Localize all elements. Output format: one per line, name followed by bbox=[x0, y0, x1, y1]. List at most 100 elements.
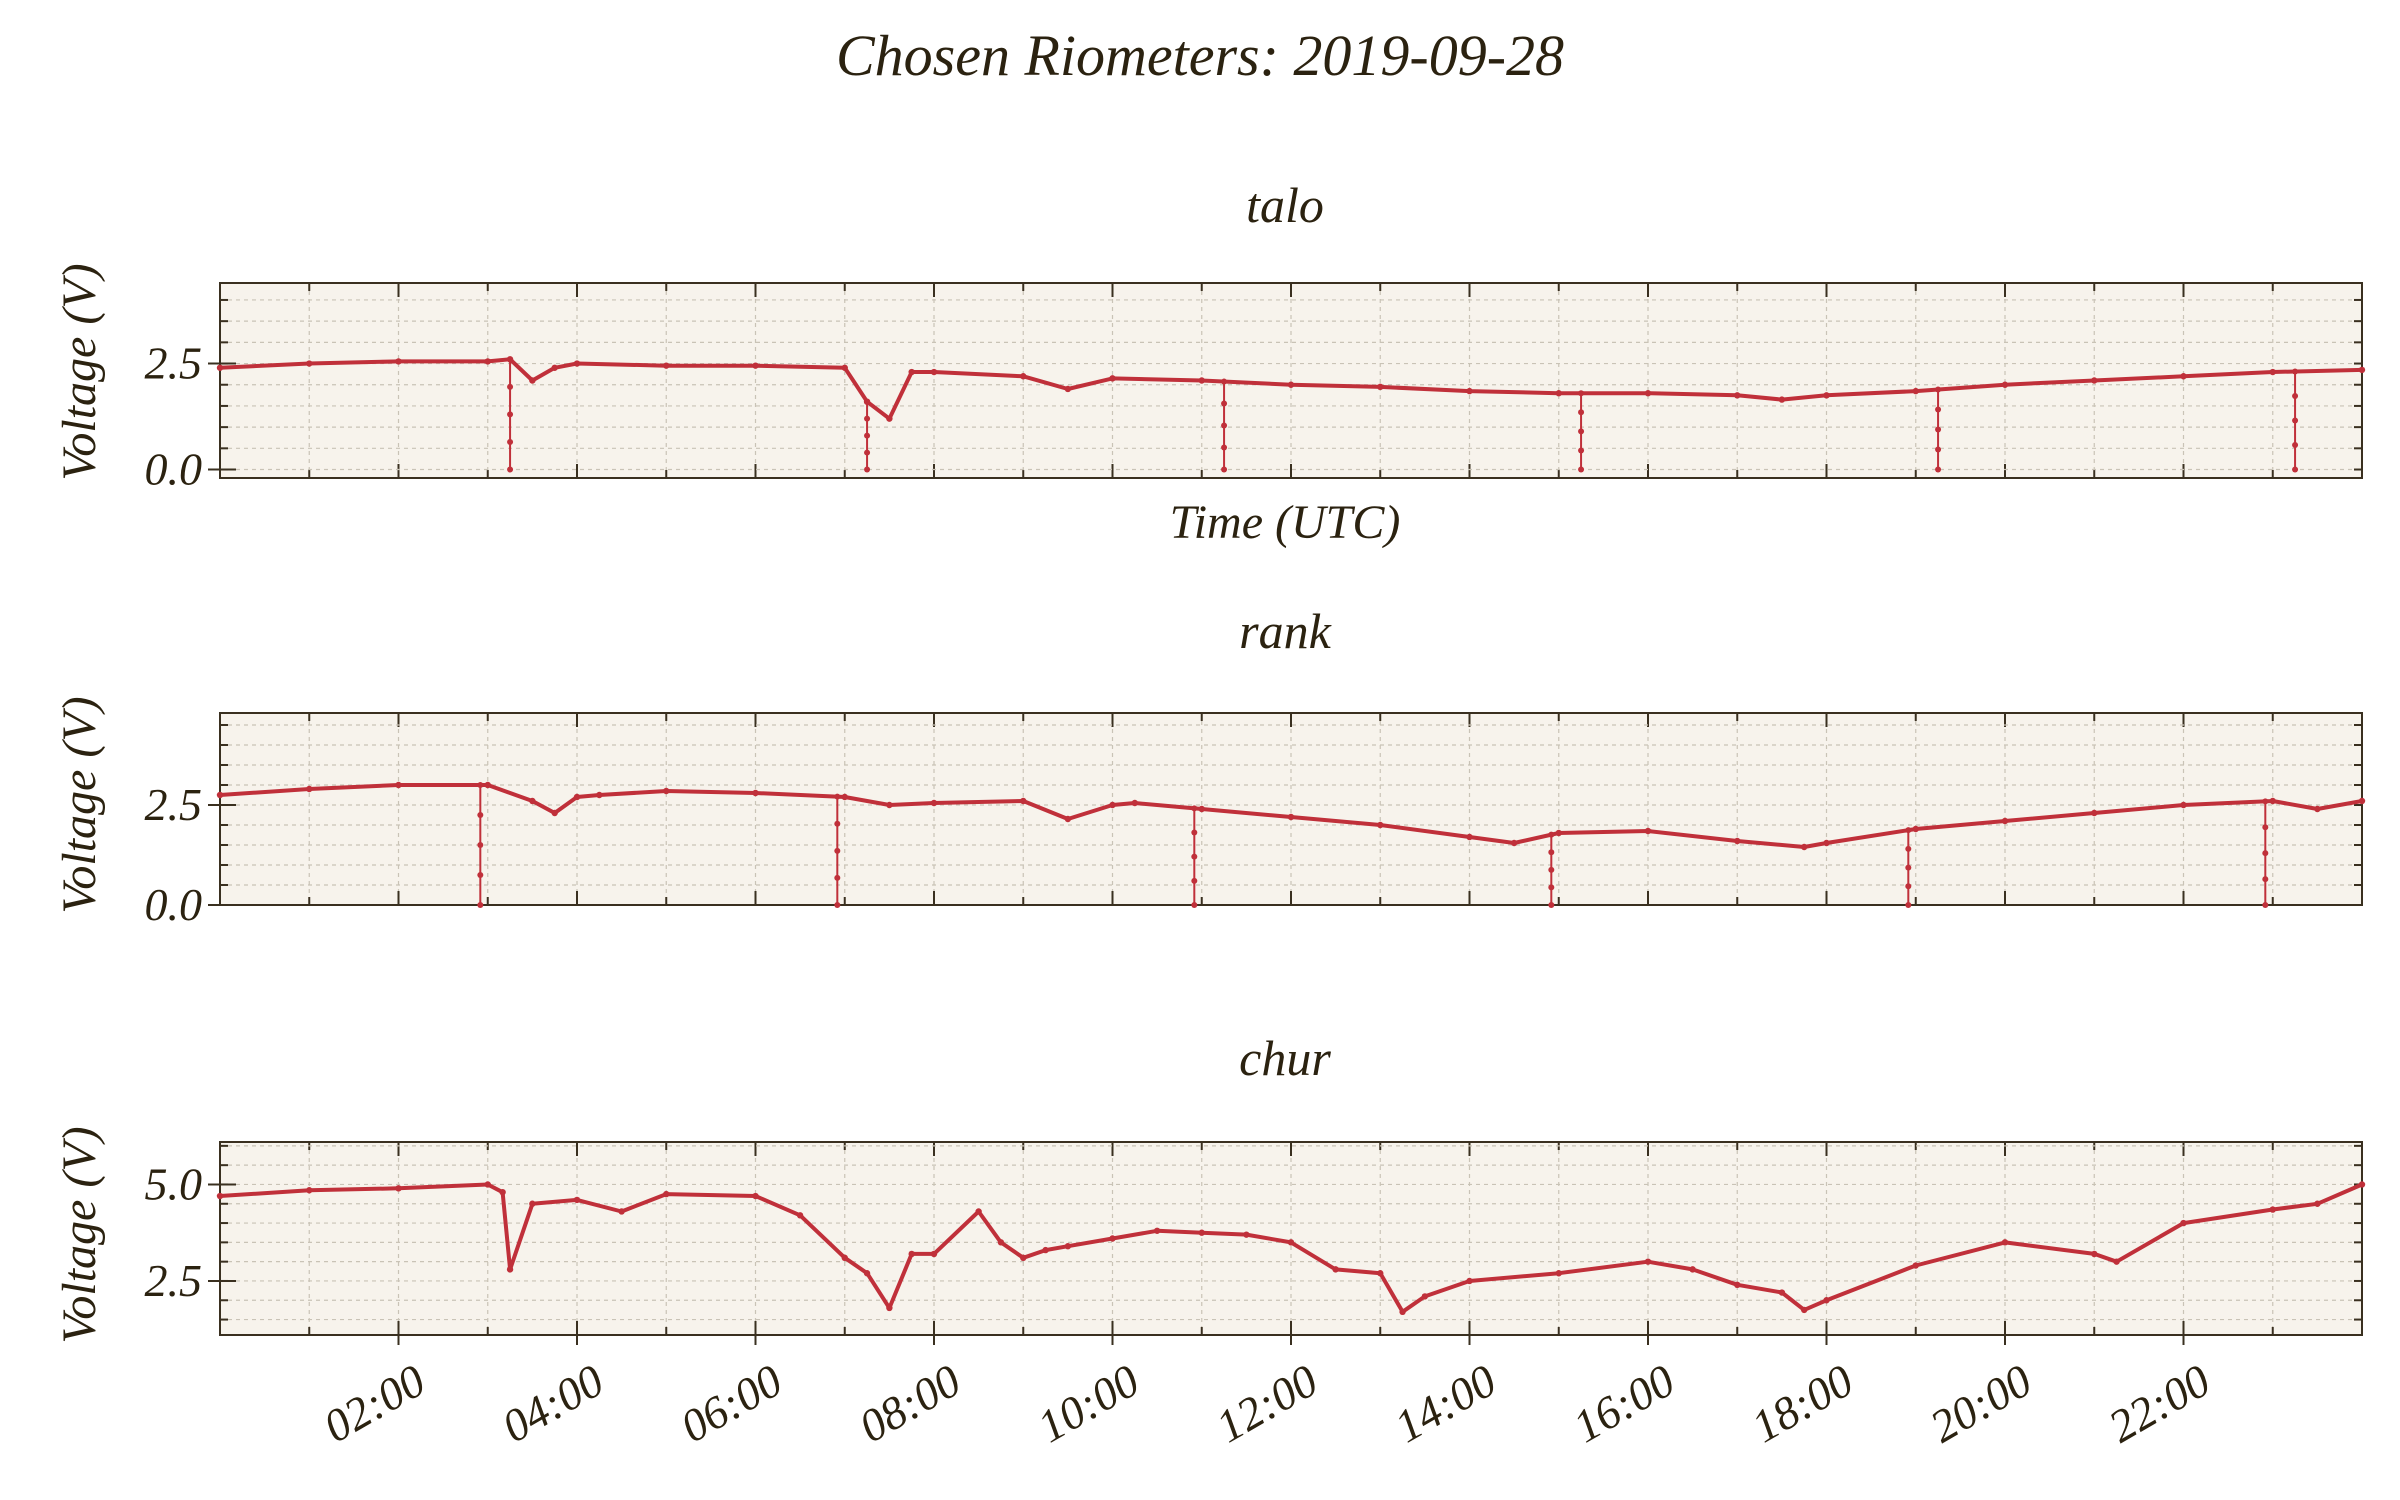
dropout-point bbox=[1935, 466, 1942, 473]
data-point bbox=[663, 787, 670, 795]
data-point bbox=[306, 785, 313, 793]
dropout-point bbox=[1935, 386, 1942, 393]
dropout-point bbox=[1905, 864, 1912, 871]
data-point bbox=[2269, 368, 2276, 376]
y-axis-label: Voltage (V) bbox=[53, 696, 106, 913]
data-point bbox=[1555, 829, 1562, 837]
data-point bbox=[2180, 373, 2187, 380]
dropout-point bbox=[477, 872, 484, 878]
data-point bbox=[2269, 1206, 2276, 1213]
data-point bbox=[1466, 387, 1473, 395]
data-point bbox=[499, 1188, 506, 1196]
data-point bbox=[1778, 1289, 1786, 1296]
data-point bbox=[2001, 817, 2009, 825]
data-point bbox=[1243, 1231, 1250, 1238]
data-point bbox=[2358, 797, 2366, 805]
data-point bbox=[529, 797, 536, 805]
dropout-point bbox=[1191, 829, 1198, 836]
data-point bbox=[1644, 390, 1652, 397]
data-point bbox=[1287, 381, 1295, 388]
data-point bbox=[395, 358, 402, 365]
dropout-point bbox=[477, 842, 484, 848]
data-point bbox=[863, 1270, 871, 1277]
dropout-point bbox=[864, 432, 871, 439]
dropout-point bbox=[2262, 876, 2269, 883]
data-point bbox=[1198, 805, 1205, 813]
data-point bbox=[975, 1208, 982, 1215]
data-point bbox=[1510, 839, 1518, 847]
data-point bbox=[752, 1192, 759, 1200]
rank-panel: rank Voltage (V) 0.0 2.5 bbox=[53, 603, 2366, 930]
data-point bbox=[1020, 373, 1027, 380]
data-point bbox=[1109, 801, 1116, 809]
data-point bbox=[1131, 799, 1139, 807]
data-point bbox=[216, 791, 224, 799]
data-point bbox=[2113, 1258, 2120, 1265]
data-point bbox=[529, 377, 536, 384]
data-point bbox=[1020, 797, 1027, 805]
x-tick-label: 18:00 bbox=[1743, 1354, 1861, 1452]
data-point bbox=[886, 415, 893, 422]
dropout-point bbox=[2292, 442, 2299, 449]
data-point bbox=[841, 793, 848, 801]
series-line bbox=[219, 783, 2363, 849]
dropout-point bbox=[1578, 447, 1585, 454]
dropout-point bbox=[1191, 877, 1198, 884]
data-point bbox=[1198, 1229, 1205, 1236]
dropout-point bbox=[1221, 422, 1228, 429]
data-point bbox=[2358, 366, 2366, 374]
data-point bbox=[663, 1190, 670, 1198]
data-point bbox=[529, 1200, 536, 1207]
y-tick-label: 2.5 bbox=[145, 338, 203, 389]
data-point bbox=[930, 368, 938, 376]
data-point bbox=[1778, 396, 1786, 403]
data-point bbox=[1421, 1293, 1429, 1300]
dropout-point bbox=[1578, 466, 1585, 473]
dropout-point bbox=[1935, 446, 1942, 453]
data-point bbox=[886, 1304, 893, 1312]
dropout-point bbox=[2262, 824, 2269, 831]
data-point bbox=[1734, 1281, 1741, 1289]
data-point bbox=[1153, 1227, 1161, 1234]
x-tick-label: 08:00 bbox=[851, 1354, 969, 1452]
dropout-point bbox=[864, 466, 871, 473]
y-axis-label: Voltage (V) bbox=[53, 263, 106, 480]
dropout-point bbox=[1221, 378, 1228, 385]
data-point bbox=[2314, 805, 2321, 813]
dropout-point bbox=[1905, 902, 1912, 908]
x-tick-label: 06:00 bbox=[672, 1354, 790, 1452]
x-tick-label: 14:00 bbox=[1386, 1354, 1504, 1452]
dropout-point bbox=[1935, 406, 1942, 413]
dropout-point bbox=[1548, 831, 1555, 838]
dropout-point bbox=[1548, 884, 1555, 891]
dropout-point bbox=[834, 847, 841, 854]
data-point bbox=[1109, 375, 1116, 382]
dropout-point bbox=[2262, 850, 2269, 857]
data-point bbox=[1377, 821, 1384, 829]
data-point bbox=[930, 1250, 938, 1258]
data-point bbox=[216, 364, 224, 371]
dropout-point bbox=[1221, 400, 1228, 407]
dropout-point bbox=[507, 466, 514, 473]
figure-title: Chosen Riometers: 2019-09-28 bbox=[836, 23, 1564, 88]
data-point bbox=[841, 364, 848, 371]
data-point bbox=[997, 1239, 1005, 1246]
dropout-point bbox=[477, 902, 484, 908]
data-point bbox=[2358, 1181, 2366, 1188]
dropout-point bbox=[834, 820, 841, 827]
data-point bbox=[1800, 843, 1808, 851]
dropout-point bbox=[834, 793, 841, 800]
dropout-point bbox=[1191, 853, 1198, 860]
dropout-point bbox=[2292, 417, 2299, 424]
data-point bbox=[1823, 839, 1830, 847]
data-point bbox=[484, 358, 491, 365]
dropout-point bbox=[1578, 390, 1585, 397]
talo-panel: talo Voltage (V) Time (UTC) 0.0 2.5 bbox=[53, 177, 2366, 549]
dropout-point bbox=[1221, 444, 1228, 451]
dropout-point bbox=[2292, 466, 2299, 473]
data-point bbox=[306, 1187, 313, 1194]
dropout-point bbox=[2262, 798, 2269, 805]
dropout-point bbox=[1905, 845, 1912, 852]
dropout-point bbox=[864, 449, 871, 456]
